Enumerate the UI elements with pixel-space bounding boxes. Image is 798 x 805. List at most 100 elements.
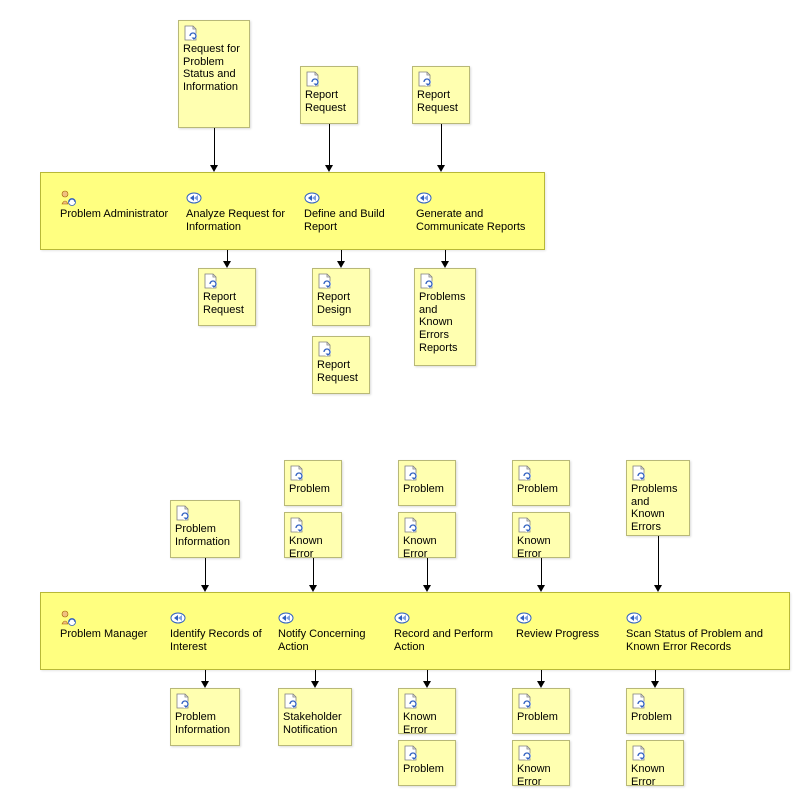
activity-identify-records: Identify Records of Interest <box>170 606 270 653</box>
document-icon <box>175 693 191 709</box>
doc-d6: Report Request <box>312 336 370 394</box>
document-icon <box>631 745 647 761</box>
activity-icon <box>278 610 294 626</box>
document-icon <box>289 465 305 481</box>
doc-label: Problem <box>631 711 679 724</box>
document-icon <box>403 745 419 761</box>
doc-d8: Problem Information <box>170 500 240 558</box>
doc-label: Problem <box>403 763 451 776</box>
role-label: Problem Manager <box>60 628 164 641</box>
doc-d15b: Problem <box>398 740 456 786</box>
activity-label: Record and Perform Action <box>394 628 506 653</box>
doc-d17a: Problem <box>626 688 684 734</box>
document-icon <box>203 273 219 289</box>
doc-d15a: Known Error <box>398 688 456 734</box>
document-icon <box>517 465 533 481</box>
activity-define-build-report: Define and Build Report <box>304 186 404 233</box>
activity-icon <box>394 610 410 626</box>
document-icon <box>403 693 419 709</box>
role-problem-manager: Problem Manager <box>60 606 164 641</box>
document-icon <box>289 517 305 533</box>
activity-notify-action: Notify Concerning Action <box>278 606 384 653</box>
document-icon <box>403 517 419 533</box>
doc-label: Problem <box>289 483 337 496</box>
doc-label: Stakeholder Notification <box>283 711 347 736</box>
document-icon <box>317 273 333 289</box>
document-icon <box>419 273 435 289</box>
doc-d11a: Problem <box>512 460 570 506</box>
doc-label: Problem <box>517 483 565 496</box>
doc-d10b: Known Error <box>398 512 456 558</box>
document-icon <box>305 71 321 87</box>
activity-label: Define and Build Report <box>304 208 404 233</box>
role-problem-administrator: Problem Administrator <box>60 186 180 221</box>
activity-record-perform-action: Record and Perform Action <box>394 606 506 653</box>
activity-icon <box>304 190 320 206</box>
doc-label: Problem Information <box>175 523 235 548</box>
doc-d9a: Problem <box>284 460 342 506</box>
role-label: Problem Administrator <box>60 208 180 221</box>
doc-label: Known Error <box>631 763 679 786</box>
doc-d13: Problem Information <box>170 688 240 746</box>
doc-label: Report Request <box>305 89 353 114</box>
doc-d5: Report Design <box>312 268 370 326</box>
doc-label: Problem <box>517 711 565 724</box>
activity-scan-status: Scan Status of Problem and Known Error R… <box>626 606 782 653</box>
doc-label: Report Request <box>203 291 251 316</box>
doc-label: Report Request <box>417 89 465 114</box>
document-icon <box>283 693 299 709</box>
doc-d16a: Problem <box>512 688 570 734</box>
document-icon <box>183 25 199 41</box>
doc-d11b: Known Error <box>512 512 570 558</box>
doc-label: Report Design <box>317 291 365 316</box>
doc-d17b: Known Error <box>626 740 684 786</box>
doc-label: Problem <box>403 483 451 496</box>
activity-icon <box>416 190 432 206</box>
role-icon <box>60 610 76 626</box>
doc-label: Known Error <box>517 763 565 786</box>
activity-analyze-request: Analyze Request for Information <box>186 186 298 233</box>
activity-label: Notify Concerning Action <box>278 628 384 653</box>
doc-d7: Problems and Known Errors Reports <box>414 268 476 366</box>
document-icon <box>175 505 191 521</box>
activity-icon <box>170 610 186 626</box>
activity-label: Analyze Request for Information <box>186 208 298 233</box>
activity-icon <box>516 610 532 626</box>
document-icon <box>403 465 419 481</box>
doc-d2: Report Request <box>300 66 358 124</box>
activity-label: Identify Records of Interest <box>170 628 270 653</box>
document-icon <box>517 693 533 709</box>
doc-d3: Report Request <box>412 66 470 124</box>
diagram-canvas: Problem Administrator Analyze Request fo… <box>0 0 798 805</box>
activity-review-progress: Review Progress <box>516 606 616 641</box>
activity-label: Review Progress <box>516 628 616 641</box>
activity-generate-communicate-reports: Generate and Communicate Reports <box>416 186 540 233</box>
doc-label: Request for Problem Status and Informati… <box>183 43 245 94</box>
doc-label: Known Error <box>517 535 565 558</box>
doc-label: Report Request <box>317 359 365 384</box>
document-icon <box>517 745 533 761</box>
doc-label: Known Error <box>289 535 337 558</box>
doc-d12: Problems and Known Errors <box>626 460 690 536</box>
document-icon <box>417 71 433 87</box>
activity-label: Scan Status of Problem and Known Error R… <box>626 628 782 653</box>
doc-label: Known Error <box>403 711 451 734</box>
doc-label: Known Error <box>403 535 451 558</box>
doc-label: Problems and Known Errors <box>631 483 685 534</box>
doc-d16b: Known Error <box>512 740 570 786</box>
document-icon <box>631 693 647 709</box>
doc-d10a: Problem <box>398 460 456 506</box>
doc-label: Problems and Known Errors Reports <box>419 291 471 354</box>
doc-d9b: Known Error <box>284 512 342 558</box>
activity-label: Generate and Communicate Reports <box>416 208 540 233</box>
activity-icon <box>186 190 202 206</box>
document-icon <box>317 341 333 357</box>
role-icon <box>60 190 76 206</box>
document-icon <box>517 517 533 533</box>
doc-d4: Report Request <box>198 268 256 326</box>
doc-d14: Stakeholder Notification <box>278 688 352 746</box>
activity-icon <box>626 610 642 626</box>
doc-d1: Request for Problem Status and Informati… <box>178 20 250 128</box>
doc-label: Problem Information <box>175 711 235 736</box>
document-icon <box>631 465 647 481</box>
